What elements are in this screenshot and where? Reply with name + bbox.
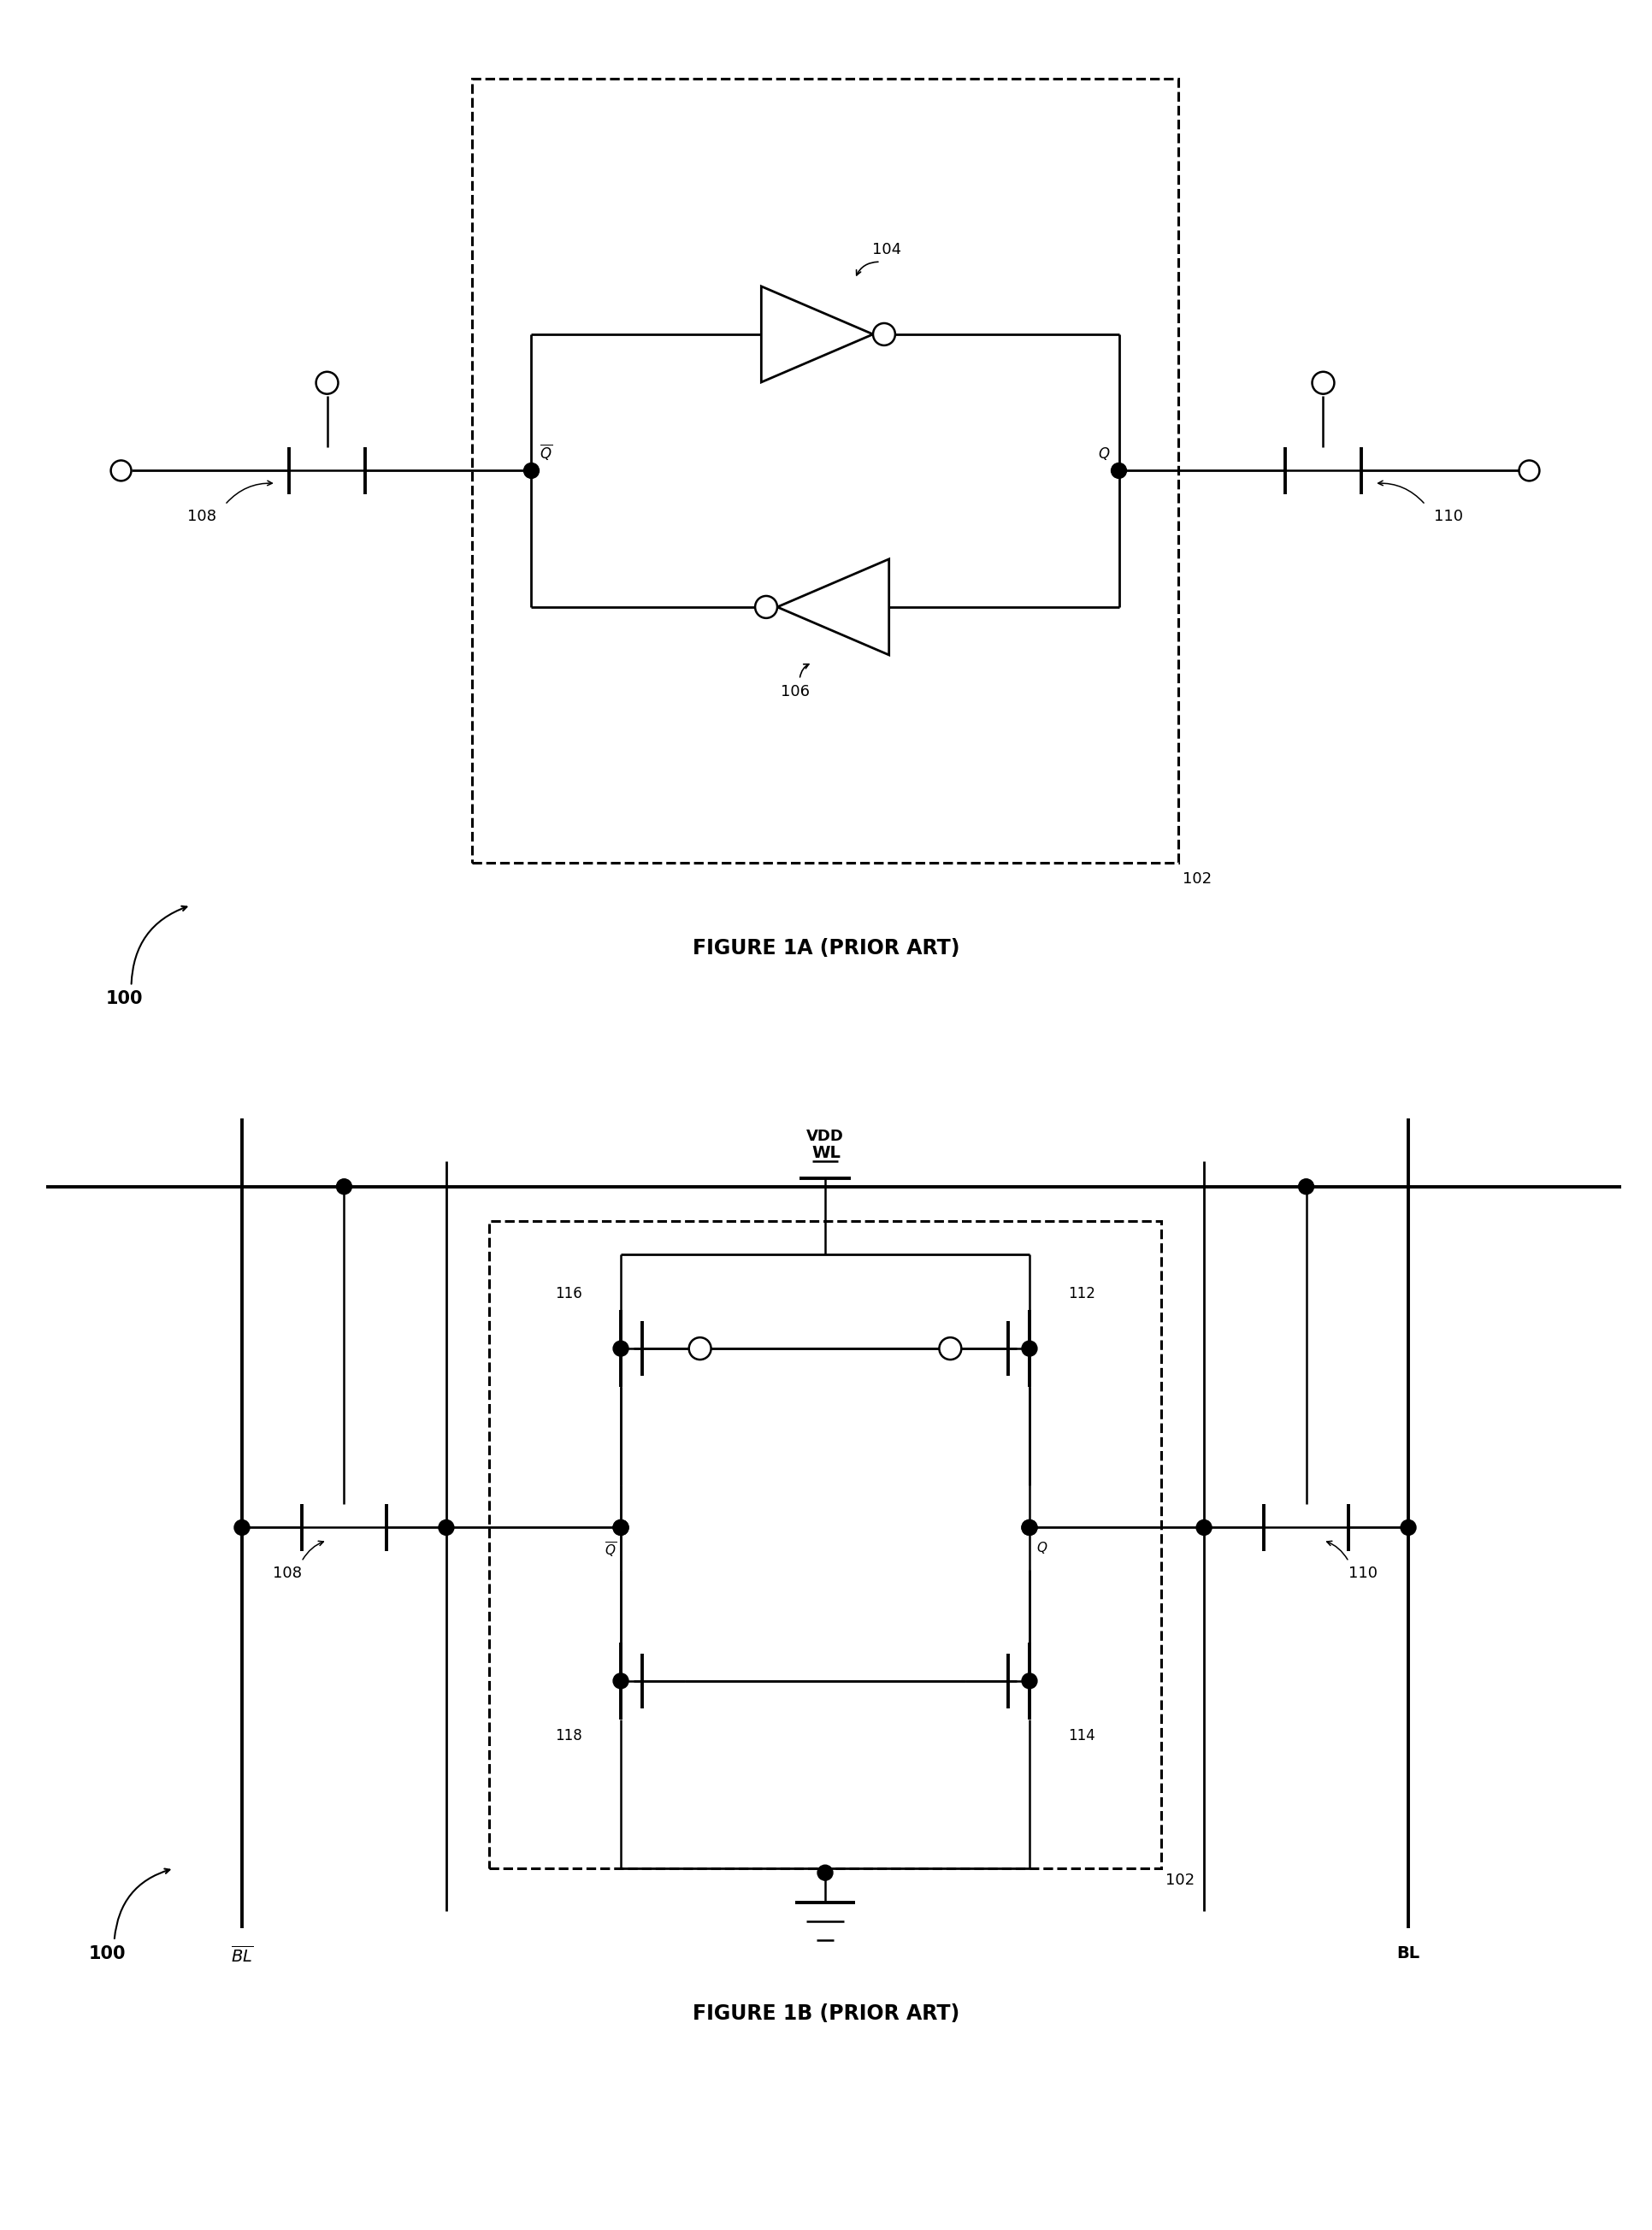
Circle shape [613, 1521, 628, 1534]
Circle shape [524, 464, 539, 477]
Circle shape [316, 372, 339, 395]
Circle shape [689, 1338, 710, 1360]
Text: VDD: VDD [806, 1128, 844, 1144]
Text: $Q$: $Q$ [1099, 446, 1110, 462]
Text: 114: 114 [1067, 1728, 1095, 1744]
Circle shape [613, 1672, 628, 1688]
Text: $\overline{Q}$: $\overline{Q}$ [605, 1541, 616, 1559]
Circle shape [1520, 459, 1540, 482]
Text: 110: 110 [1434, 508, 1464, 524]
Text: $\overline{Q}$: $\overline{Q}$ [540, 442, 553, 462]
Text: 118: 118 [555, 1728, 583, 1744]
Circle shape [235, 1521, 249, 1534]
Text: 104: 104 [872, 243, 900, 256]
Circle shape [1196, 1521, 1211, 1534]
Text: 110: 110 [1348, 1565, 1378, 1581]
Circle shape [872, 323, 895, 346]
Circle shape [1312, 372, 1335, 395]
Circle shape [613, 1521, 628, 1534]
Text: FIGURE 1A (PRIOR ART): FIGURE 1A (PRIOR ART) [692, 937, 960, 959]
Text: 112: 112 [1067, 1287, 1095, 1302]
Circle shape [940, 1338, 961, 1360]
Text: 102: 102 [1166, 1873, 1194, 1889]
Circle shape [1023, 1521, 1037, 1534]
Text: WL: WL [811, 1144, 841, 1162]
Circle shape [337, 1180, 352, 1195]
Circle shape [1023, 1521, 1037, 1534]
Text: 100: 100 [106, 990, 144, 1008]
Circle shape [1112, 464, 1127, 477]
Text: BL: BL [1396, 1945, 1421, 1962]
Circle shape [1298, 1180, 1313, 1195]
Circle shape [818, 1864, 833, 1880]
Circle shape [1023, 1672, 1037, 1688]
Circle shape [1023, 1340, 1037, 1356]
Circle shape [755, 595, 776, 618]
Circle shape [439, 1521, 454, 1534]
Text: 106: 106 [781, 685, 809, 700]
Text: 102: 102 [1183, 872, 1213, 888]
Circle shape [1401, 1521, 1416, 1534]
Text: $Q$: $Q$ [1036, 1541, 1047, 1557]
Text: FIGURE 1B (PRIOR ART): FIGURE 1B (PRIOR ART) [692, 2003, 960, 2023]
Text: 108: 108 [273, 1565, 302, 1581]
Text: 116: 116 [555, 1287, 583, 1302]
Circle shape [613, 1340, 628, 1356]
Text: $\overline{BL}$: $\overline{BL}$ [231, 1945, 253, 1965]
Text: 100: 100 [89, 1945, 126, 1962]
Circle shape [111, 459, 131, 482]
Text: 108: 108 [187, 508, 216, 524]
